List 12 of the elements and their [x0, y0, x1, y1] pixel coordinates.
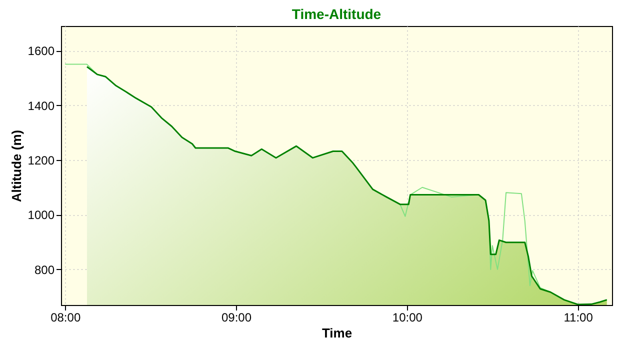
- y-tick-label: 800: [34, 262, 55, 277]
- y-tick-label: 1600: [28, 44, 55, 58]
- x-tick-label: 10:00: [392, 310, 423, 324]
- x-axis-title: Time: [322, 326, 352, 340]
- y-tick-label: 1000: [28, 208, 55, 222]
- y-tick-label: 1400: [28, 98, 55, 113]
- x-tick-label: 08:00: [50, 310, 81, 324]
- y-axis-title: Altitude (m): [8, 130, 24, 202]
- chart-title: Time-Altitude: [292, 6, 382, 22]
- x-tick-label: 09:00: [221, 310, 252, 324]
- y-tick-label: 1200: [28, 154, 55, 168]
- x-tick-label: 11:00: [564, 310, 594, 324]
